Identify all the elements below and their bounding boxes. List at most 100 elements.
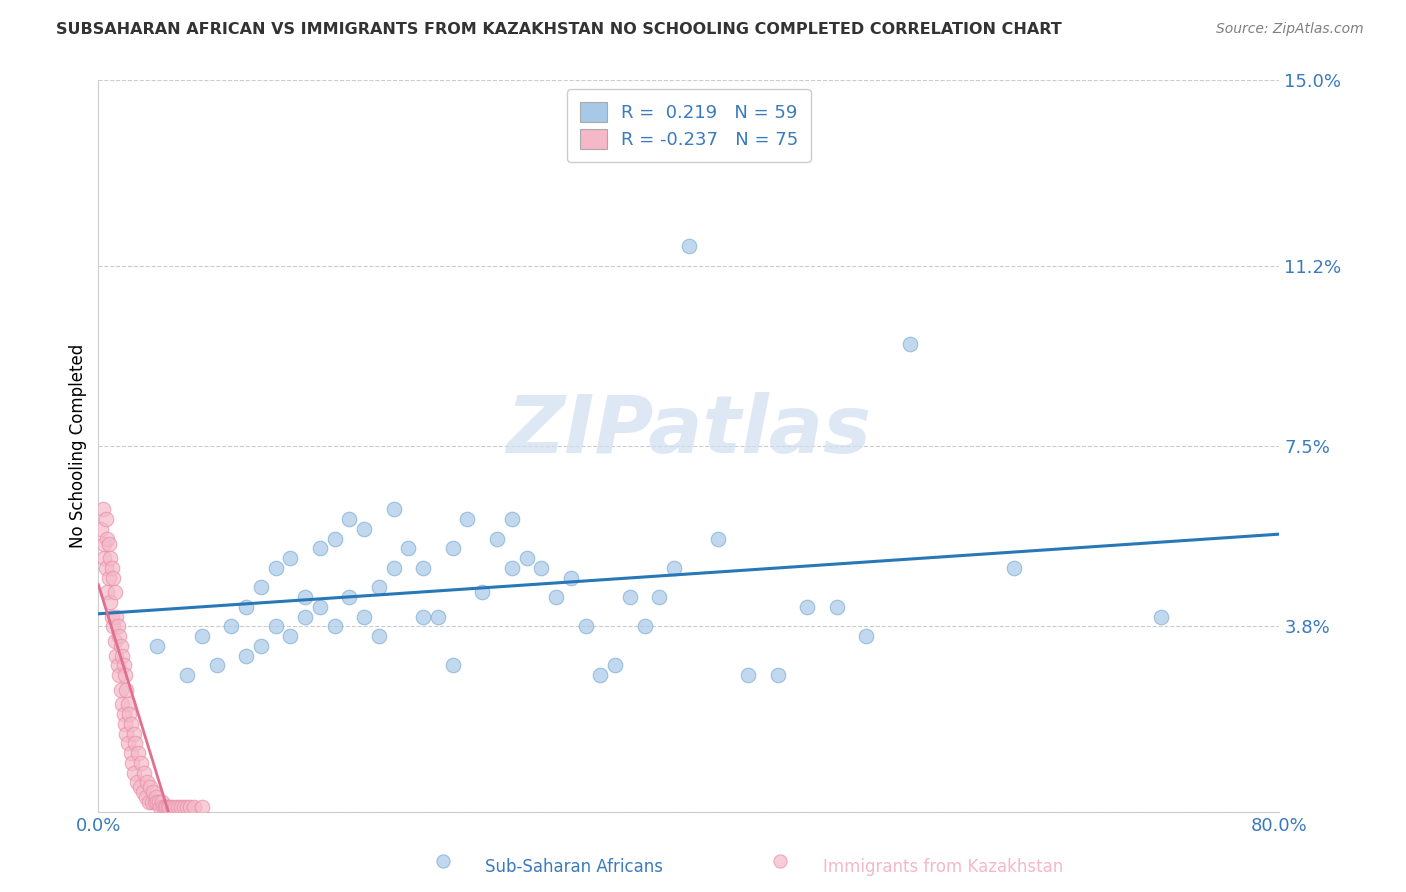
Point bbox=[96, 532, 118, 546]
Point bbox=[108, 629, 131, 643]
Point bbox=[294, 609, 316, 624]
Point bbox=[825, 599, 848, 614]
Point bbox=[501, 512, 523, 526]
Point bbox=[155, 800, 177, 814]
Point bbox=[605, 658, 627, 673]
Point bbox=[107, 658, 129, 673]
Point bbox=[111, 698, 134, 712]
Point bbox=[145, 790, 167, 805]
Point bbox=[664, 561, 686, 575]
Point bbox=[796, 599, 818, 614]
Point bbox=[105, 648, 128, 663]
Point bbox=[114, 717, 136, 731]
Point bbox=[97, 571, 120, 585]
Point bbox=[112, 707, 135, 722]
Point bbox=[103, 571, 125, 585]
Point bbox=[619, 590, 641, 604]
Point bbox=[855, 629, 877, 643]
Point bbox=[368, 629, 391, 643]
Point bbox=[264, 619, 287, 633]
Point bbox=[648, 590, 671, 604]
Point bbox=[108, 668, 131, 682]
Point bbox=[544, 590, 567, 604]
Point bbox=[769, 854, 792, 868]
Point bbox=[1150, 609, 1173, 624]
Point bbox=[170, 800, 193, 814]
Point bbox=[441, 658, 464, 673]
Point bbox=[633, 619, 655, 633]
Point bbox=[152, 800, 174, 814]
Point bbox=[114, 668, 136, 682]
Point bbox=[900, 336, 922, 351]
Point bbox=[173, 800, 195, 814]
Point bbox=[368, 581, 391, 595]
Point bbox=[103, 619, 125, 633]
Point bbox=[337, 512, 360, 526]
Point bbox=[138, 795, 160, 809]
Point bbox=[501, 561, 523, 575]
Point bbox=[121, 756, 143, 770]
Point bbox=[396, 541, 419, 556]
Point bbox=[105, 609, 128, 624]
Point bbox=[98, 551, 121, 566]
Point bbox=[456, 512, 478, 526]
Point bbox=[134, 765, 156, 780]
Point bbox=[294, 590, 316, 604]
Point bbox=[191, 800, 214, 814]
Point bbox=[165, 800, 187, 814]
Text: Sub-Saharan Africans: Sub-Saharan Africans bbox=[485, 858, 664, 876]
Point bbox=[176, 800, 198, 814]
Point bbox=[111, 648, 134, 663]
Point bbox=[323, 532, 346, 546]
Text: Source: ZipAtlas.com: Source: ZipAtlas.com bbox=[1216, 22, 1364, 37]
Point bbox=[471, 585, 494, 599]
Point bbox=[143, 795, 166, 809]
Point bbox=[96, 585, 118, 599]
Point bbox=[412, 561, 434, 575]
Text: Immigrants from Kazakhstan: Immigrants from Kazakhstan bbox=[823, 858, 1063, 876]
Point bbox=[235, 599, 257, 614]
Point bbox=[112, 658, 135, 673]
Point bbox=[441, 541, 464, 556]
Point bbox=[110, 639, 132, 653]
Point bbox=[91, 502, 114, 516]
Point bbox=[150, 795, 173, 809]
Point bbox=[766, 668, 789, 682]
Point bbox=[100, 561, 122, 575]
Point bbox=[353, 522, 375, 536]
Point bbox=[118, 707, 141, 722]
Point bbox=[337, 590, 360, 604]
Point bbox=[574, 619, 596, 633]
Point bbox=[156, 800, 179, 814]
Point bbox=[205, 658, 228, 673]
Point bbox=[110, 682, 132, 697]
Point bbox=[309, 541, 332, 556]
Point bbox=[167, 800, 190, 814]
Point bbox=[94, 512, 117, 526]
Point bbox=[353, 609, 375, 624]
Point bbox=[309, 599, 332, 614]
Point bbox=[128, 780, 150, 795]
Point bbox=[124, 736, 146, 750]
Point bbox=[737, 668, 759, 682]
Point bbox=[153, 800, 176, 814]
Point bbox=[412, 609, 434, 624]
Point bbox=[678, 239, 700, 253]
Point bbox=[146, 795, 169, 809]
Legend: R =  0.219   N = 59, R = -0.237   N = 75: R = 0.219 N = 59, R = -0.237 N = 75 bbox=[567, 89, 811, 161]
Point bbox=[141, 795, 163, 809]
Point bbox=[560, 571, 582, 585]
Point bbox=[427, 609, 450, 624]
Point bbox=[100, 609, 122, 624]
Point bbox=[432, 854, 454, 868]
Point bbox=[250, 639, 273, 653]
Point bbox=[530, 561, 553, 575]
Point bbox=[104, 585, 127, 599]
Point bbox=[104, 634, 127, 648]
Point bbox=[120, 717, 142, 731]
Point bbox=[129, 756, 152, 770]
Point bbox=[139, 780, 162, 795]
Point bbox=[115, 682, 138, 697]
Point bbox=[219, 619, 242, 633]
Point bbox=[115, 727, 138, 741]
